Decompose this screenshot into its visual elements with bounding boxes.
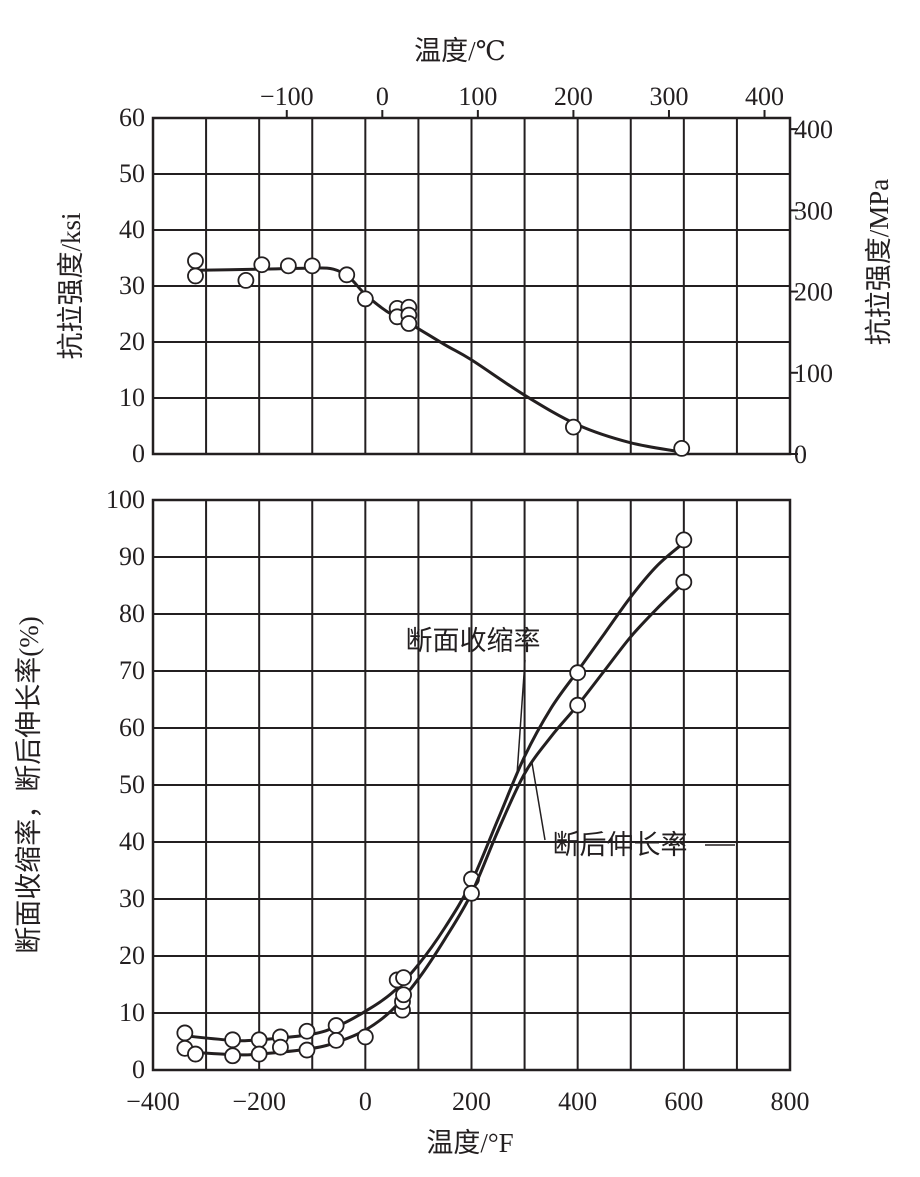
x-tick-label: −200 — [232, 1087, 286, 1116]
data-point-tensile — [356, 290, 374, 308]
data-point-reduction-of-area — [224, 1031, 242, 1049]
data-point-tensile — [237, 271, 255, 289]
annotation-reduction-of-area: 断面收缩率 — [406, 626, 541, 656]
y-tick-label: 40 — [119, 827, 145, 856]
data-point-elongation — [271, 1038, 289, 1056]
annotation-elongation: 断后伸长率 — [553, 830, 688, 860]
x-tick-label-top: 400 — [745, 82, 784, 111]
data-point-elongation — [395, 986, 412, 1004]
data-point-tensile — [303, 257, 321, 275]
x-tick-label-top: 200 — [554, 82, 593, 111]
data-point-elongation — [298, 1041, 316, 1059]
y-tick-label: 50 — [119, 770, 145, 799]
y-tick-label: 10 — [119, 998, 145, 1027]
y-tick-label-right: 200 — [794, 278, 833, 307]
data-point-reduction-of-area — [327, 1017, 345, 1034]
y-tick-label: 70 — [119, 656, 145, 685]
y-tick-label: 30 — [119, 884, 145, 913]
y-tick-label-right: 100 — [794, 359, 833, 388]
bottom-x-axis-label: 温度/°F — [426, 1128, 513, 1158]
top-y-axis-right-label: 抗拉强度/MPa — [864, 179, 894, 346]
y-tick-label: 80 — [119, 599, 145, 628]
y-tick-label: 50 — [119, 159, 145, 188]
data-point-tensile — [400, 315, 418, 332]
y-tick-label: 0 — [132, 439, 145, 468]
data-point-tensile — [565, 418, 582, 436]
top-x-axis-label: 温度/℃ — [414, 36, 506, 66]
bottom-y-axis-label: 断面收缩率，断后伸长率(%) — [14, 616, 44, 953]
y-tick-label-right: 0 — [794, 440, 807, 469]
leader-line-reduction-of-area — [516, 659, 526, 771]
y-tick-label: 20 — [119, 941, 145, 970]
x-tick-label-top: 100 — [458, 82, 497, 111]
data-point-reduction-of-area — [569, 664, 587, 682]
data-point-elongation — [250, 1045, 268, 1063]
y-tick-label: 100 — [106, 485, 145, 514]
y-tick-label: 40 — [119, 215, 145, 244]
y-tick-label: 60 — [119, 713, 145, 742]
data-point-reduction-of-area — [250, 1031, 268, 1049]
x-tick-label: 800 — [771, 1087, 810, 1116]
y-tick-label: 60 — [119, 103, 145, 132]
data-point-tensile — [338, 266, 356, 284]
y-tick-label-right: 300 — [794, 196, 833, 225]
plot-frame — [151, 498, 792, 1072]
data-point-elongation — [224, 1047, 242, 1065]
x-tick-label: 600 — [664, 1087, 703, 1116]
data-point-elongation — [356, 1028, 374, 1046]
data-point-tensile — [673, 439, 691, 457]
data-point-elongation — [187, 1045, 204, 1063]
x-tick-label: 200 — [452, 1087, 491, 1116]
y-tick-label: 90 — [119, 542, 145, 571]
y-tick-label: 0 — [132, 1055, 145, 1084]
data-point-tensile — [187, 252, 204, 270]
data-point-reduction-of-area — [395, 969, 412, 987]
data-point-elongation — [675, 573, 693, 591]
x-tick-label-top: 300 — [649, 82, 688, 111]
ductility-chart: 0 10 20 30 40 50 60 70 80 90 100 −400 −200 0 200 400 600… — [106, 485, 810, 1116]
data-point-tensile — [253, 256, 271, 274]
data-point-elongation — [327, 1031, 345, 1049]
x-tick-label-top: 0 — [376, 82, 389, 111]
x-tick-label-top: −100 — [260, 82, 314, 111]
leader-line-elongation — [531, 762, 546, 841]
y-tick-label: 30 — [119, 271, 145, 300]
series-line-tensile — [190, 266, 685, 454]
x-tick-label: −400 — [126, 1087, 180, 1116]
x-tick-label: 400 — [558, 1087, 597, 1116]
y-tick-label: 20 — [119, 327, 145, 356]
y-tick-label: 10 — [119, 383, 145, 412]
tensile-strength-chart: 0 10 20 30 40 50 60 −100 0 100 200 300 400 0 100 200 300… — [119, 82, 833, 469]
top-y-axis-label: 抗拉强度/ksi — [56, 212, 86, 359]
data-point-reduction-of-area — [176, 1024, 194, 1042]
data-point-reduction-of-area — [298, 1022, 316, 1040]
data-point-tensile — [279, 257, 297, 275]
y-tick-label-right: 400 — [794, 115, 833, 144]
data-point-reduction-of-area — [675, 531, 693, 549]
data-point-tensile — [187, 267, 204, 285]
data-point-elongation — [463, 884, 480, 902]
x-tick-label: 0 — [359, 1087, 372, 1116]
data-point-elongation — [569, 696, 587, 714]
plot-frame — [151, 116, 792, 456]
